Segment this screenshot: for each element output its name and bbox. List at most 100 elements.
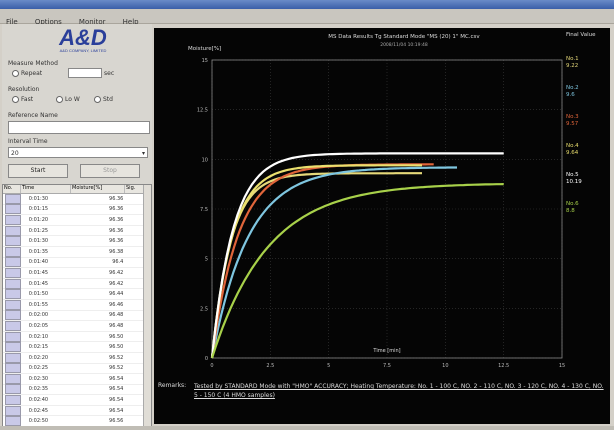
table-row[interactable]: 0:01:50 96.44 — [3, 289, 151, 300]
start-button[interactable]: Start — [8, 164, 68, 178]
table-row[interactable]: 0:01:45 96.42 — [3, 278, 151, 290]
reference-name-input[interactable] — [8, 121, 150, 134]
resolution-low[interactable]: Lo W — [56, 96, 80, 103]
table-row[interactable]: 0:01:55 96.46 — [3, 299, 151, 311]
reference-name-label: Reference Name — [8, 112, 58, 119]
table-row[interactable]: 0:02:15 96.50 — [3, 342, 151, 353]
row-time: 0:01:30 — [28, 195, 49, 202]
row-marker — [5, 236, 21, 247]
table-row[interactable]: 0:02:05 96.48 — [3, 320, 151, 332]
x-tick-label: 7.5 — [383, 363, 391, 369]
menu-options[interactable]: Options — [34, 18, 62, 26]
table-scrollbar[interactable] — [143, 185, 151, 427]
row-value: 96.54 — [109, 386, 124, 393]
row-marker — [5, 214, 21, 225]
stop-button[interactable]: Stop — [80, 164, 140, 178]
series-line — [210, 183, 504, 359]
menu-bar: File Options Monitor Help — [0, 9, 614, 26]
legend-final-value: 10.19 — [566, 179, 582, 185]
row-time: 0:02:35 — [28, 386, 49, 393]
legend-name: No.1 — [566, 56, 579, 62]
table-row[interactable]: 0:01:30 96.36 — [3, 193, 151, 205]
resolution-std-label: Std — [103, 96, 113, 103]
row-value: 96.36 — [109, 216, 124, 223]
row-marker — [5, 299, 21, 310]
x-tick-label: 5 — [327, 363, 330, 369]
table-row[interactable]: 0:02:40 96.54 — [3, 395, 151, 406]
table-row[interactable]: 0:01:40 96.4 — [3, 257, 151, 269]
plot-frame — [211, 59, 563, 359]
table-row[interactable]: 0:01:45 96.42 — [3, 267, 151, 279]
row-marker — [5, 395, 21, 406]
series-line — [210, 164, 422, 359]
table-row[interactable]: 0:01:20 96.36 — [3, 214, 151, 226]
interval-select[interactable]: 20 ▾ — [8, 147, 148, 158]
y-axis-label: Moisture[%] — [188, 46, 221, 52]
table-row[interactable]: 0:01:25 96.36 — [3, 225, 151, 237]
row-value: 96.54 — [109, 397, 124, 404]
row-marker — [5, 246, 21, 257]
resolution-fast[interactable]: Fast — [12, 96, 33, 103]
menu-monitor[interactable]: Monitor — [78, 18, 106, 26]
legend-name: No.6 — [566, 201, 579, 207]
x-tick-label: 2.5 — [266, 363, 274, 369]
x-axis-label: Time [min] — [372, 348, 400, 354]
row-time: 0:01:55 — [28, 301, 49, 308]
row-time: 0:01:45 — [28, 269, 49, 276]
row-time: 0:02:25 — [28, 365, 49, 372]
moisture-chart: 0 2.5 5 7.5 10 12.5 15 0 2.5 5 7.5 10 12.5 15 MS Data … — [188, 32, 596, 369]
row-time: 0:02:20 — [28, 354, 49, 361]
table-row[interactable]: 0:02:00 96.48 — [3, 310, 151, 322]
menu-help[interactable]: Help — [122, 18, 139, 26]
row-value: 96.36 — [109, 206, 124, 213]
menu-file[interactable]: File — [6, 18, 18, 26]
legend-name: No.3 — [566, 114, 579, 120]
row-marker — [5, 363, 21, 374]
col-moisture: Moisture[%] — [71, 185, 125, 193]
row-value: 96.54 — [109, 375, 124, 382]
table-row[interactable]: 0:02:25 96.52 — [3, 363, 151, 375]
measure-time-input[interactable] — [68, 68, 102, 78]
table-row[interactable]: 0:02:20 96.52 — [3, 352, 151, 364]
series-line — [210, 163, 434, 359]
measure-unit: sec — [104, 70, 115, 77]
legend-final-value: 9.22 — [566, 63, 578, 69]
y-tick-label: 2.5 — [200, 306, 208, 312]
radio-icon — [12, 70, 19, 77]
resolution-std[interactable]: Std — [94, 96, 113, 103]
remarks-label: Remarks: — [158, 382, 187, 389]
row-marker — [5, 352, 21, 363]
x-tick-label: 10 — [442, 363, 448, 369]
legend-final-value: 9.57 — [566, 121, 579, 127]
chevron-down-icon: ▾ — [141, 150, 145, 157]
row-value: 96.48 — [109, 312, 124, 319]
table-row[interactable]: 0:01:35 96.38 — [3, 246, 151, 258]
data-table: No. Time Moisture[%] Sig. 0:01:30 96.36 0:… — [2, 184, 152, 428]
table-row[interactable]: 0:02:45 96.54 — [3, 405, 151, 417]
row-value: 96.44 — [109, 291, 124, 298]
table-row[interactable]: 0:01:30 96.36 — [3, 236, 151, 247]
table-row[interactable]: 0:02:35 96.54 — [3, 384, 151, 396]
row-value: 96.52 — [109, 354, 124, 361]
row-time: 0:01:25 — [28, 227, 49, 234]
table-row[interactable]: 0:02:10 96.50 — [3, 331, 151, 343]
row-value: 96.36 — [109, 195, 124, 202]
row-marker — [5, 384, 21, 395]
measure-method-option[interactable]: Repeat — [12, 70, 42, 77]
row-time: 0:02:15 — [28, 344, 49, 351]
row-time: 0:01:15 — [28, 206, 49, 213]
table-row[interactable]: 0:02:30 96.54 — [3, 373, 151, 385]
measure-option-label: Repeat — [21, 70, 43, 77]
row-time: 0:02:45 — [28, 407, 49, 414]
row-value: 96.56 — [109, 418, 124, 425]
row-marker — [5, 225, 21, 236]
remarks-text: Tested by STANDARD Mode with "HMO" ACCUR… — [194, 383, 604, 399]
x-tick-label: 15 — [559, 363, 565, 369]
resolution-label: Resolution — [8, 86, 40, 93]
row-marker — [5, 267, 21, 278]
col-no: No. — [3, 185, 21, 193]
resolution-fast-label: Fast — [21, 96, 34, 103]
table-row[interactable]: 0:01:15 96.36 — [3, 204, 151, 216]
row-time: 0:02:30 — [28, 375, 49, 382]
row-time: 0:02:40 — [28, 397, 49, 404]
